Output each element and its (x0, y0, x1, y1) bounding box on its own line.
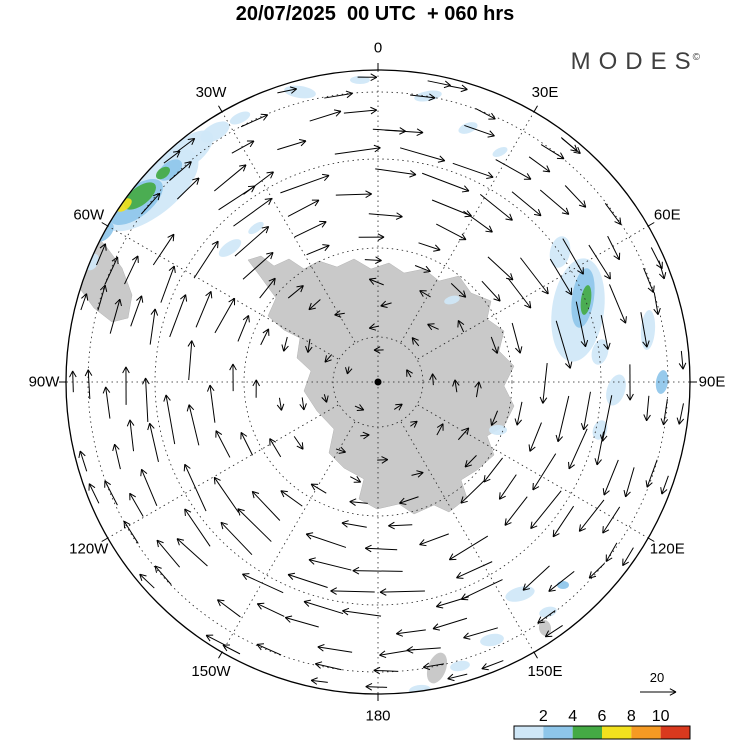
colorbar-tick-label: 10 (652, 708, 670, 725)
lon-label-120W: 120W (69, 541, 109, 558)
lon-label-30W: 30W (196, 84, 228, 101)
colorbar-tick-label: 8 (627, 708, 636, 725)
pole-dot (374, 378, 382, 386)
colorbar-tick-label: 6 (598, 708, 607, 725)
reference-arrow-group: 20 (640, 670, 677, 696)
lon-label-120E: 120E (650, 541, 685, 558)
lon-label-60E: 60E (654, 207, 681, 224)
lon-label-180: 180 (365, 708, 390, 725)
reference-arrow-label: 20 (650, 670, 664, 685)
lon-label-0: 0 (374, 40, 382, 57)
land-group (66, 209, 552, 694)
lon-label-90W: 90W (29, 374, 61, 391)
modes-logo: MODES© (571, 48, 700, 76)
map-frame-group (59, 63, 697, 701)
lon-label-150W: 150W (191, 663, 231, 680)
wind-arrows-group (69, 73, 687, 691)
colorbar-tick-label: 2 (539, 708, 548, 725)
precip-shading-group (85, 76, 669, 694)
graticule-group (66, 70, 690, 694)
lon-label-60W: 60W (73, 207, 105, 224)
modes-logo-text: MODES (570, 48, 699, 75)
lon-label-150E: 150E (527, 663, 562, 680)
lon-labels-group: 0 30E 60E 90E 120E 150E 180 150W 120W 90W 60W 30W (29, 40, 726, 725)
lon-label-30E: 30E (532, 84, 559, 101)
colorbar-tick-label: 4 (568, 708, 577, 725)
chart-title: 20/07/2025 00 UTC + 060 hrs (235, 3, 515, 25)
lon-label-90E: 90E (699, 374, 726, 391)
copyright-mark: © (692, 52, 700, 63)
colorbar-group: 2 4 6 8 10 (513, 708, 691, 740)
